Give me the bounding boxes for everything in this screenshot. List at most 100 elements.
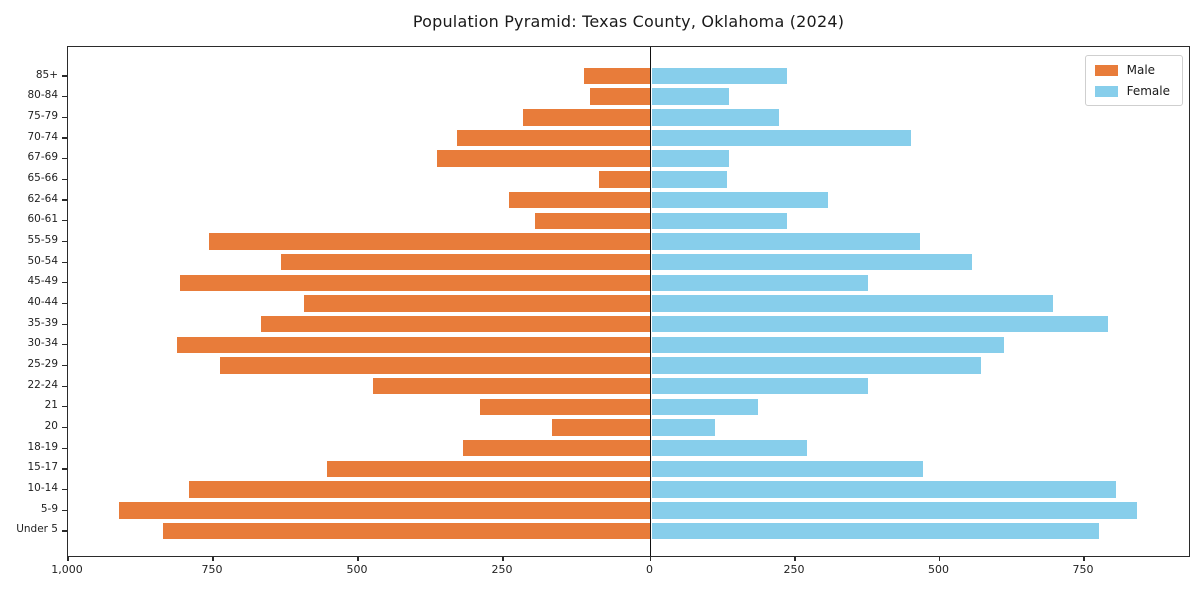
bar-male-85+ [584, 67, 651, 85]
y-tick-mark [62, 406, 67, 408]
x-axis-label: 750 [1072, 563, 1094, 576]
y-axis-label-75-79: 75-79 [27, 109, 58, 122]
y-tick-mark [62, 426, 67, 429]
x-axis-label: 750 [201, 563, 223, 576]
x-tick-mark [357, 556, 359, 561]
y-axis-label-67-69: 67-69 [27, 151, 58, 164]
legend-female-label: Female [1126, 84, 1170, 98]
x-tick-mark [67, 556, 69, 561]
bar-male-55-59 [208, 233, 651, 250]
bar-female-20 [651, 419, 716, 436]
y-tick-mark [62, 385, 67, 387]
x-axis-label: 500 [346, 563, 368, 576]
bar-male-70-74 [457, 129, 651, 147]
x-tick-mark [212, 556, 214, 561]
y-axis-label-80-84: 80-84 [27, 89, 58, 102]
chart-title: Population Pyramid: Texas County, Oklaho… [412, 12, 845, 31]
x-axis-label: 250 [491, 563, 513, 576]
y-axis-label-45-49: 45-49 [27, 275, 58, 288]
y-axis-label-62-64: 62-64 [27, 192, 58, 205]
y-axis-label-25-29: 25-29 [27, 358, 58, 371]
y-tick-mark [62, 323, 67, 325]
y-axis-label-under-5: Under 5 [16, 523, 58, 536]
bar-female-45-49 [651, 274, 869, 292]
x-axis-label: 500 [928, 563, 949, 576]
bar-female-15-17 [651, 460, 923, 478]
bar-female-70-74 [651, 129, 912, 147]
bar-male-21 [480, 398, 651, 416]
zero-axis-line [649, 47, 652, 556]
y-tick-mark [62, 75, 67, 77]
y-axis-label-18-19: 18-19 [27, 440, 58, 453]
x-tick-mark [1083, 556, 1085, 561]
y-axis-label-15-17: 15-17 [27, 461, 58, 474]
bar-male-65-66 [598, 171, 651, 188]
y-axis-label-40-44: 40-44 [27, 295, 58, 308]
bar-female-10-14 [651, 481, 1117, 498]
y-tick-mark [62, 302, 67, 305]
y-axis-label-50-54: 50-54 [27, 254, 58, 267]
y-axis-label-65-66: 65-66 [27, 171, 58, 184]
bar-female-18-19 [651, 439, 808, 457]
bar-male-10-14 [188, 481, 651, 498]
bar-male-62-64 [509, 191, 651, 209]
bar-female-22-24 [651, 377, 869, 395]
bar-male-22-24 [373, 377, 651, 395]
bar-female-62-64 [651, 191, 828, 209]
bar-female-under-5 [651, 522, 1100, 540]
x-tick-mark [794, 556, 796, 561]
legend-male-label: Male [1126, 63, 1156, 77]
bar-male-20 [552, 419, 651, 436]
y-tick-mark [62, 261, 67, 263]
bar-female-21 [651, 398, 759, 416]
bar-male-30-34 [176, 336, 651, 354]
bar-male-80-84 [589, 88, 651, 105]
bar-male-under-5 [162, 522, 651, 540]
y-tick-mark [62, 240, 67, 243]
bar-female-67-69 [651, 150, 730, 167]
y-tick-mark [62, 489, 67, 491]
bar-male-18-19 [462, 439, 651, 457]
y-tick-mark [62, 282, 67, 284]
y-tick-mark [62, 220, 67, 222]
y-tick-mark [62, 96, 67, 98]
y-tick-mark [62, 468, 67, 470]
bar-male-40-44 [304, 295, 651, 312]
y-axis-label-5-9: 5-9 [40, 502, 58, 515]
bar-male-67-69 [436, 150, 651, 167]
y-tick-mark [62, 137, 67, 139]
female-swatch-icon [1094, 85, 1118, 97]
bar-female-60-61 [651, 212, 788, 229]
x-tick-mark [502, 556, 504, 561]
bar-male-25-29 [220, 357, 651, 374]
y-axis-label-30-34: 30-34 [27, 337, 58, 350]
bar-female-65-66 [651, 171, 727, 188]
y-axis-label-85+: 85+ [35, 68, 58, 81]
bar-female-75-79 [651, 109, 779, 126]
bar-female-35-39 [651, 315, 1108, 333]
y-axis-label-35-39: 35-39 [27, 316, 58, 329]
bar-female-40-44 [651, 295, 1053, 312]
y-axis-label-22-24: 22-24 [27, 378, 58, 391]
x-axis-label: 250 [783, 563, 805, 576]
legend-item-female: Female [1094, 84, 1170, 98]
y-axis-label-21: 21 [44, 399, 58, 412]
bar-male-60-61 [535, 212, 651, 229]
y-tick-mark [62, 509, 67, 511]
x-tick-mark [938, 556, 941, 561]
y-tick-mark [62, 447, 67, 449]
legend-item-male: Male [1094, 63, 1170, 77]
bar-female-30-34 [651, 336, 1004, 354]
y-axis-label-70-74: 70-74 [27, 130, 58, 143]
x-tick-mark [649, 556, 652, 561]
bar-female-50-54 [651, 253, 972, 271]
y-tick-mark [62, 158, 67, 160]
bar-female-85+ [651, 67, 788, 85]
legend: Male Female [1084, 55, 1183, 106]
y-tick-mark [62, 364, 67, 367]
bar-female-55-59 [651, 233, 921, 250]
y-axis-label-55-59: 55-59 [27, 233, 58, 246]
y-tick-mark [62, 530, 67, 532]
bar-female-5-9 [651, 502, 1137, 519]
